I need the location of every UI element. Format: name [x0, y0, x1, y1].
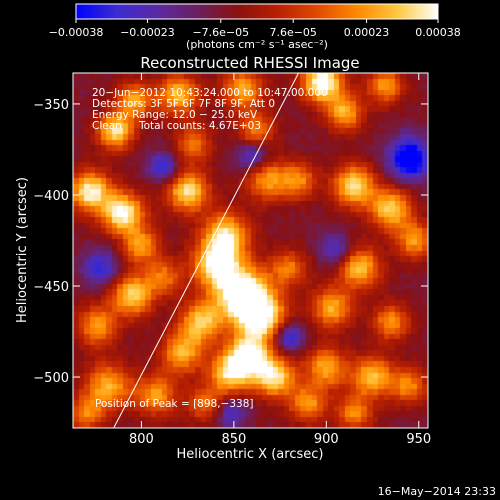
y-tick-label: −400: [33, 189, 69, 204]
annotation-time-range: 20−Jun−2012 10:43:24.000 to 10:47:00.000: [92, 87, 328, 99]
solar-limb-line: [113, 73, 300, 428]
x-axis-ticks: 800 850 900 950: [129, 73, 431, 447]
colorbar-tick-label: 7.6e−05: [269, 26, 316, 39]
colorbar-unit-label: (photons cm⁻² s⁻¹ asec⁻²): [186, 38, 328, 51]
x-tick-label: 850: [221, 432, 246, 447]
colorbar-tick-label: 0.00023: [344, 26, 390, 39]
annotation-peak-position: Position of Peak = [898,−338]: [95, 398, 254, 410]
y-tick-label: −350: [33, 98, 69, 113]
chart-title: Reconstructed RHESSI Image: [140, 54, 359, 72]
x-tick-label: 950: [406, 432, 431, 447]
heatmap-image: [73, 73, 428, 428]
colorbar-tick-label: −0.00023: [120, 26, 175, 39]
colorbar-tick-label: −7.6e−05: [192, 26, 249, 39]
colorbar-tick-label: 0.00038: [415, 26, 461, 39]
x-tick-label: 900: [314, 432, 339, 447]
y-axis-ticks: −350 −400 −450 −500: [33, 98, 428, 386]
colorbar-ticks: −0.00038 −0.00023 −7.6e−05 7.6e−05 0.00023 0.…: [49, 19, 461, 39]
x-axis-label: Heliocentric X (arcsec): [177, 447, 324, 462]
annotation-total-counts: Total counts: 4.67E+03: [138, 120, 261, 132]
annotation-detectors: Detectors: 3F 5F 6F 7F 8F 9F, Att 0: [92, 98, 275, 110]
y-tick-label: −500: [33, 371, 69, 386]
colorbar: [75, 3, 439, 20]
x-tick-label: 800: [129, 432, 154, 447]
footer-timestamp: 16−May−2014 23:33: [378, 485, 496, 498]
y-tick-label: −450: [33, 280, 69, 295]
annotation-clean: Clean: [92, 120, 122, 132]
plot-frame: [72, 72, 429, 429]
y-axis-label: Heliocentric Y (arcsec): [15, 177, 30, 323]
annotation-energy-range: Energy Range: 12.0 − 25.0 keV: [92, 109, 258, 121]
colorbar-tick-label: −0.00038: [49, 26, 104, 39]
